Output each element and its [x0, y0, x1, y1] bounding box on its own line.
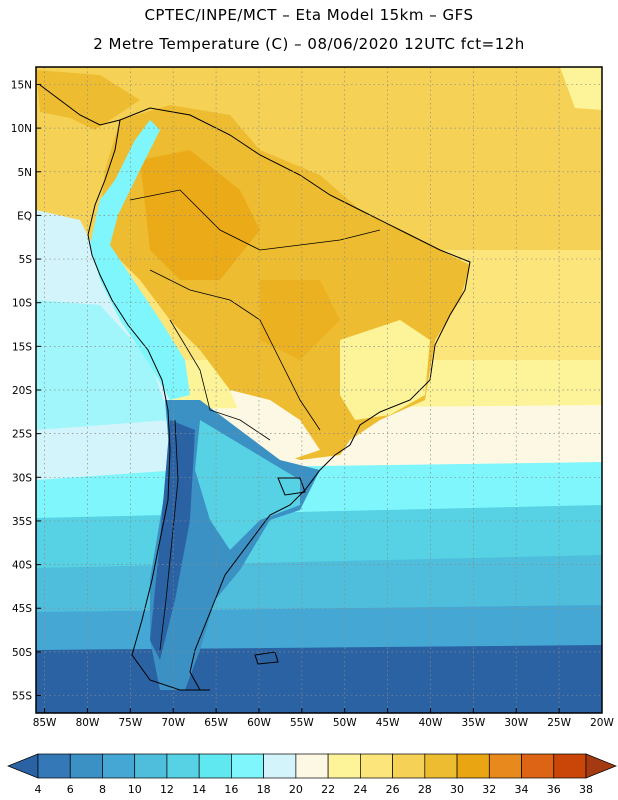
- longitude-axis: 85W 80W 75W 70W 65W 60W 55W 50W 45W 40W 35W 30W 25W 2…: [33, 708, 614, 729]
- colorbar-label: 30: [450, 783, 464, 796]
- border-chile-argentina-north: [169, 319, 271, 441]
- colorbar-swatch: [553, 753, 587, 779]
- atlantic-coast: [39, 84, 471, 691]
- pampas-cool: [195, 420, 300, 550]
- lat-tick-label: 40S: [12, 560, 32, 572]
- colorbar-swatch: [488, 753, 522, 779]
- lat-tick-label: 55S: [12, 691, 32, 703]
- lon-tick-label: 80W: [76, 717, 100, 729]
- colorbar: 4 6 8 10 12 14 16 18 20 22 24 26 28 30 32 34 36 38: [7, 753, 617, 796]
- colorbar-label: 20: [289, 783, 303, 796]
- colorbar-swatch: [166, 753, 200, 779]
- colorbar-swatch: [456, 753, 490, 779]
- title-line-2: 2 Metre Temperature (C) – 08/06/2020 12U…: [93, 35, 525, 53]
- colorbar-label: 38: [579, 783, 593, 796]
- lon-tick-label: 65W: [204, 717, 228, 729]
- colorbar-swatch: [231, 753, 264, 779]
- atlantic-patch: [560, 67, 602, 110]
- lon-tick-label: 75W: [118, 717, 142, 729]
- colorbar-swatch: [102, 753, 136, 779]
- colorbar-label: 8: [99, 783, 106, 796]
- lat-tick-label: 15N: [11, 79, 32, 91]
- ocean-band-4-8: [36, 645, 602, 713]
- lon-tick-label: 35W: [461, 717, 485, 729]
- lon-tick-label: 20W: [590, 717, 614, 729]
- colorbar-label: 10: [128, 783, 142, 796]
- lat-tick-label: 30S: [12, 472, 32, 484]
- colorbar-label: 36: [547, 783, 561, 796]
- pacific-coast: [87, 119, 200, 691]
- lon-tick-label: 50W: [333, 717, 357, 729]
- colorbar-label: 26: [386, 783, 400, 796]
- title-line-1: CPTEC/INPE/MCT – Eta Model 15km – GFS: [144, 6, 474, 24]
- colorbar-swatch: [263, 753, 297, 779]
- paraguay-mild: [230, 390, 320, 460]
- latitude-axis: 15N 10N 5N EQ 5S 10S 15S 20S 25S 30S 35S 40S 45S 50S 5…: [11, 79, 41, 703]
- patagonian-andes-cold: [150, 420, 195, 660]
- lat-tick-label: 10S: [12, 298, 32, 310]
- amazon-hot-core: [140, 150, 260, 280]
- colorbar-label: 12: [160, 783, 174, 796]
- colorbar-swatch: [360, 753, 393, 779]
- lat-tick-label: 50S: [12, 647, 32, 659]
- colorbar-label: 28: [418, 783, 432, 796]
- colorbar-swatch: [198, 753, 232, 779]
- lon-tick-label: 85W: [33, 717, 57, 729]
- colorbar-max-arrow: [585, 753, 617, 779]
- colorbar-label: 6: [67, 783, 74, 796]
- colorbar-label: 18: [257, 783, 271, 796]
- lon-tick-label: 40W: [419, 717, 443, 729]
- lat-tick-label: 45S: [12, 603, 32, 615]
- pacific-cold-band: [36, 300, 170, 430]
- colorbar-swatch: [134, 753, 168, 779]
- colorbar-swatch: [392, 753, 426, 779]
- lat-tick-label: 25S: [12, 429, 32, 441]
- colorbar-label: 4: [35, 783, 42, 796]
- colorbar-label: 16: [224, 783, 238, 796]
- lagoa-dos-patos: [277, 477, 306, 496]
- colorbar-swatch: [327, 753, 361, 779]
- lat-tick-label: 10N: [11, 123, 32, 135]
- andes-cold-strip: [90, 120, 190, 400]
- lat-tick-label: 15S: [12, 341, 32, 353]
- lon-tick-label: 60W: [247, 717, 271, 729]
- central-brazil-hot: [260, 280, 340, 360]
- colorbar-min-arrow: [7, 753, 39, 779]
- colorbar-label: 22: [321, 783, 335, 796]
- falkland-islands: [254, 651, 279, 665]
- coastline: [39, 84, 471, 691]
- lon-tick-label: 25W: [547, 717, 571, 729]
- colorbar-label: 14: [192, 783, 206, 796]
- lon-tick-label: 45W: [376, 717, 400, 729]
- colorbar-swatch: [69, 753, 103, 779]
- lat-tick-label: EQ: [17, 210, 32, 222]
- lon-tick-label: 55W: [290, 717, 314, 729]
- colorbar-swatch: [295, 753, 329, 779]
- colorbar-swatch: [521, 753, 555, 779]
- colorbar-swatch: [37, 753, 71, 779]
- border-north: [129, 189, 381, 251]
- lon-tick-label: 70W: [161, 717, 185, 729]
- central-america-land: [36, 70, 140, 130]
- country-borders: [129, 189, 381, 651]
- land-temperature: [36, 70, 470, 690]
- lon-tick-label: 30W: [504, 717, 528, 729]
- colorbar-label: 34: [515, 783, 529, 796]
- colorbar-swatch: [424, 753, 458, 779]
- lat-tick-label: 5N: [17, 167, 32, 179]
- lat-tick-label: 5S: [19, 254, 33, 266]
- se-brazil-mild: [340, 320, 430, 420]
- lat-tick-label: 20S: [12, 385, 32, 397]
- lat-tick-label: 35S: [12, 516, 32, 528]
- border-bolivia-brazil: [149, 269, 321, 431]
- border-chile-argentina: [159, 419, 179, 651]
- colorbar-label: 24: [353, 783, 367, 796]
- colorbar-label: 32: [482, 783, 496, 796]
